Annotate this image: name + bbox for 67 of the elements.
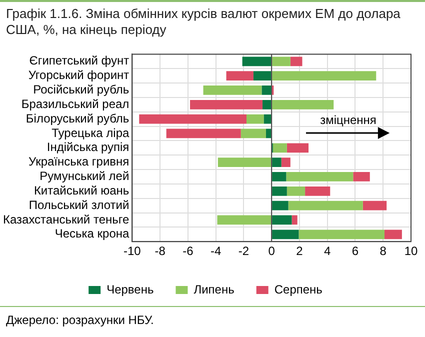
chart-title: Графік 1.1.6. Зміна обмінних курсів валют окремих ЕМ до долара США, %, на кінець періоду — [0, 0, 425, 44]
x-tick-label: 6 — [352, 244, 359, 258]
bar — [262, 86, 272, 95]
bar — [246, 114, 264, 124]
y-tick-label: Казахстанський теньге — [2, 212, 130, 226]
bar — [226, 71, 254, 81]
y-tick-label: Китайський юань — [34, 183, 130, 198]
bar — [262, 100, 272, 110]
annotation: зміцнення — [319, 113, 378, 128]
bar — [266, 128, 272, 138]
bar — [281, 158, 290, 167]
bar — [288, 200, 363, 210]
y-tick-label: Білоруський рубль — [26, 111, 130, 126]
y-tick-label: Бразильський реал — [21, 96, 130, 111]
x-tick-label: -2 — [238, 244, 250, 258]
x-tick-label: -4 — [210, 244, 222, 258]
y-tick-label: Індійська рупія — [46, 140, 130, 154]
x-tick-label: -8 — [154, 244, 166, 258]
bar — [264, 114, 272, 124]
y-tick-label: Польський злотий — [28, 198, 130, 212]
x-tick-label: 10 — [404, 244, 418, 258]
bar — [286, 143, 309, 153]
y-tick-label: Чеська крона — [54, 226, 130, 241]
bar — [286, 186, 306, 196]
bar — [240, 128, 266, 138]
bar — [272, 143, 287, 153]
bar — [272, 172, 286, 182]
bar — [272, 56, 290, 66]
x-tick-label: -6 — [182, 244, 194, 258]
bar — [203, 86, 262, 95]
bar — [305, 186, 330, 196]
bar — [272, 100, 334, 110]
bar — [272, 215, 292, 225]
y-tick-label: Угорський форинт — [28, 68, 130, 82]
x-tick-label: 2 — [296, 244, 304, 258]
bar — [298, 230, 385, 240]
bar — [286, 172, 354, 182]
bar — [139, 114, 246, 124]
y-tick-label: Єгипетський фунт — [29, 54, 130, 68]
bar — [272, 186, 287, 196]
x-tick-label: 8 — [380, 244, 387, 258]
text: Джерело: розрахунки НБУ. — [0, 306, 425, 327]
legend-label: Червень — [106, 282, 154, 296]
bar — [290, 56, 302, 66]
bar — [272, 230, 299, 240]
bar — [272, 71, 376, 81]
bar — [292, 215, 298, 225]
y-tick-label: Українська гривня — [28, 154, 130, 169]
x-tick-label: -10 — [124, 244, 142, 258]
x-tick-label: 4 — [324, 244, 332, 258]
y-tick-label: Російський рубль — [33, 82, 130, 97]
bar — [190, 100, 263, 110]
bar — [218, 158, 272, 167]
bar — [272, 158, 282, 167]
bar — [353, 172, 370, 182]
bar — [242, 56, 272, 66]
y-tick-label: Румунський лей — [40, 169, 130, 184]
bar — [384, 230, 402, 240]
bar — [166, 128, 241, 138]
bar — [253, 71, 272, 81]
bar — [217, 215, 272, 225]
x-tick-label: 0 — [268, 244, 276, 258]
legend-label: Липень — [194, 282, 234, 296]
y-tick-label: Турецька ліра — [52, 126, 130, 140]
bar — [362, 200, 387, 210]
legend-label: Серпень — [274, 282, 322, 296]
bar — [272, 200, 288, 210]
